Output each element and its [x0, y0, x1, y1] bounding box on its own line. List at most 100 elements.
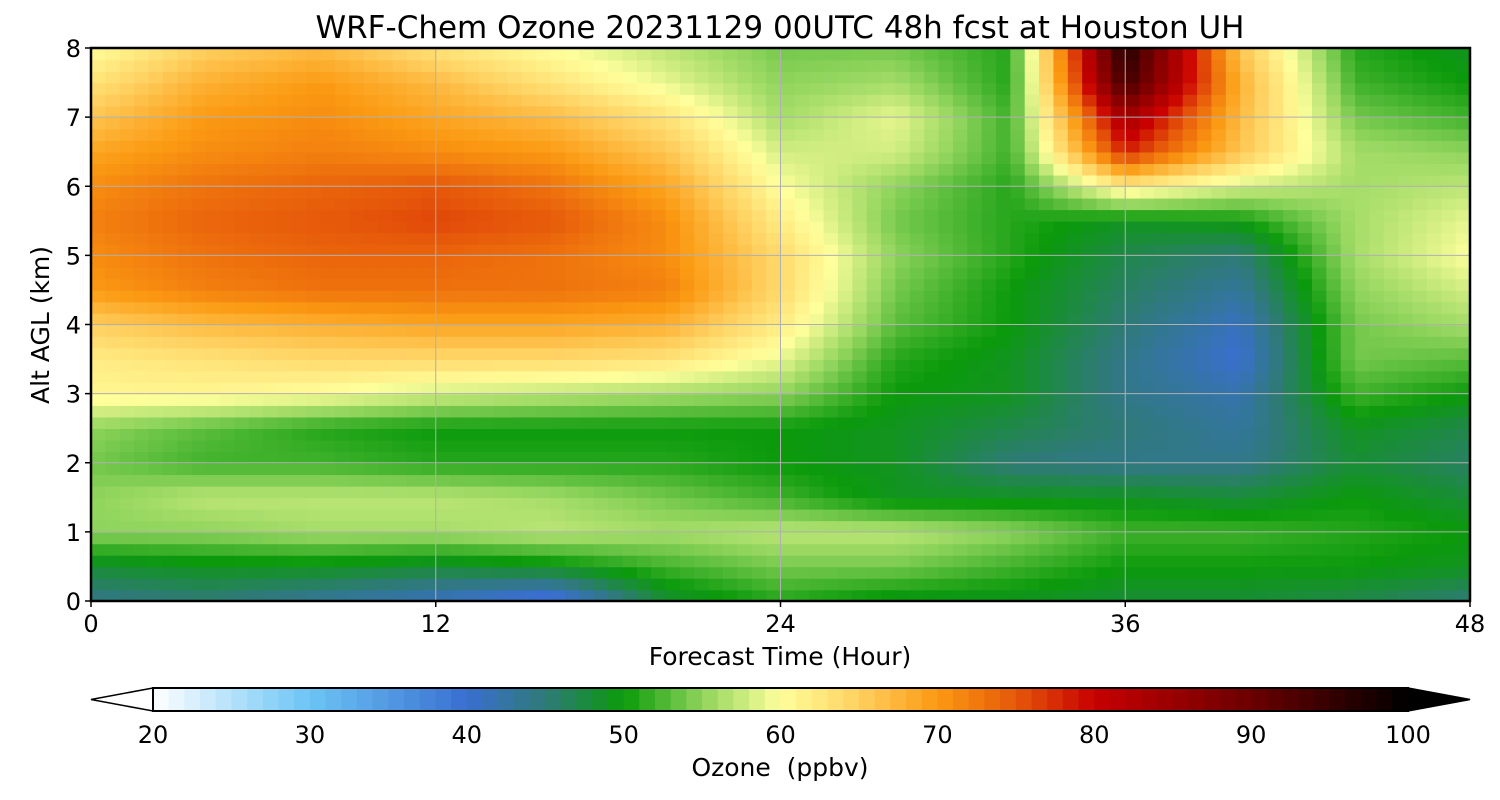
ozone-cell	[177, 289, 193, 303]
ozone-cell	[737, 370, 753, 383]
ozone-cell	[91, 140, 107, 153]
ozone-cell	[162, 151, 178, 165]
ozone-cell	[881, 48, 897, 61]
ozone-cell	[981, 566, 997, 579]
ozone-cell	[608, 416, 624, 429]
ozone-cell	[823, 566, 839, 579]
ozone-cell	[1326, 508, 1342, 522]
ozone-cell	[708, 543, 724, 556]
ozone-cell	[852, 289, 868, 303]
ozone-cell	[1168, 48, 1184, 61]
ozone-cell	[1383, 59, 1399, 72]
ozone-cell	[881, 336, 897, 349]
ozone-cell	[751, 312, 767, 326]
ozone-cell	[306, 485, 322, 499]
ozone-cell	[450, 59, 466, 72]
ozone-cell	[1197, 94, 1213, 107]
ozone-cell	[1412, 71, 1428, 84]
ozone-cell	[852, 347, 868, 360]
ozone-cell	[349, 82, 365, 95]
ozone-cell	[277, 589, 293, 601]
ozone-cell	[349, 266, 365, 280]
ozone-cell	[794, 531, 811, 545]
ozone-cell	[1326, 82, 1342, 95]
colorbar-swatch	[686, 688, 703, 711]
ozone-cell	[823, 554, 839, 568]
ozone-cell	[995, 289, 1012, 303]
ozone-cell	[636, 370, 653, 383]
ozone-cell	[464, 243, 480, 257]
ozone-cell	[464, 232, 480, 245]
ozone-cell	[665, 278, 681, 291]
ozone-cell	[1340, 531, 1356, 545]
ozone-cell	[995, 589, 1012, 601]
ozone-cell	[277, 289, 293, 303]
ozone-cell	[1082, 589, 1098, 601]
ozone-cell	[1254, 508, 1270, 522]
ozone-cell	[1125, 163, 1141, 176]
ozone-cell	[565, 543, 581, 556]
ozone-cell	[1211, 577, 1227, 591]
ozone-cell	[320, 174, 336, 188]
ozone-cell	[1340, 543, 1356, 556]
ozone-cell	[363, 543, 380, 556]
ozone-cell	[478, 428, 494, 441]
ozone-cell	[866, 359, 882, 372]
ozone-cell	[292, 186, 308, 199]
ozone-cell	[1311, 589, 1328, 601]
colorbar-swatch	[545, 688, 562, 711]
ozone-cell	[493, 428, 509, 441]
ozone-cell	[1067, 474, 1083, 487]
ozone-cell	[924, 266, 940, 280]
ozone-cell	[665, 59, 681, 72]
ozone-cell	[1240, 439, 1256, 453]
ozone-cell	[565, 474, 581, 487]
ozone-cell	[823, 336, 839, 349]
ozone-cell	[895, 59, 911, 72]
ozone-cell	[220, 243, 236, 257]
ozone-cell	[1268, 474, 1285, 487]
ozone-cell	[536, 94, 552, 107]
ozone-cell	[723, 266, 739, 280]
ozone-cell	[565, 82, 581, 95]
ozone-cell	[995, 370, 1012, 383]
ozone-cell	[1283, 462, 1299, 476]
colorbar-swatch	[1109, 688, 1127, 711]
ozone-cell	[478, 220, 494, 234]
ozone-cell	[1326, 531, 1342, 545]
ozone-cell	[737, 94, 753, 107]
ozone-cell	[205, 393, 222, 406]
ozone-cell	[306, 370, 322, 383]
ozone-cell	[1254, 82, 1270, 95]
ozone-cell	[407, 474, 423, 487]
ozone-cell	[119, 382, 135, 395]
ozone-cell	[1383, 105, 1399, 118]
ozone-cell	[421, 105, 437, 118]
ozone-cell	[249, 577, 265, 591]
ozone-cell	[1340, 105, 1356, 118]
ozone-cell	[737, 151, 753, 165]
ozone-cell	[105, 474, 121, 487]
ozone-cell	[349, 220, 365, 234]
ozone-cell	[981, 359, 997, 372]
ozone-cell	[536, 289, 552, 303]
ozone-cell	[1139, 197, 1155, 211]
ozone-cell	[1039, 140, 1055, 153]
ozone-cell	[1082, 359, 1098, 372]
ozone-cell	[636, 589, 653, 601]
ozone-cell	[464, 531, 480, 545]
ozone-cell	[622, 232, 638, 245]
ozone-cell	[335, 312, 351, 326]
ozone-cell	[708, 485, 724, 499]
ozone-cell	[1240, 382, 1256, 395]
ozone-cell	[895, 428, 911, 441]
ozone-cell	[1383, 312, 1399, 326]
ozone-cell	[292, 416, 308, 429]
ozone-cell	[665, 151, 681, 165]
ozone-cell	[780, 278, 796, 291]
ozone-cell	[1053, 312, 1069, 326]
ozone-cell	[1096, 370, 1112, 383]
ozone-cell	[177, 324, 193, 337]
ozone-cell	[1283, 566, 1299, 579]
colorbar-tick-label: 80	[1079, 721, 1110, 749]
